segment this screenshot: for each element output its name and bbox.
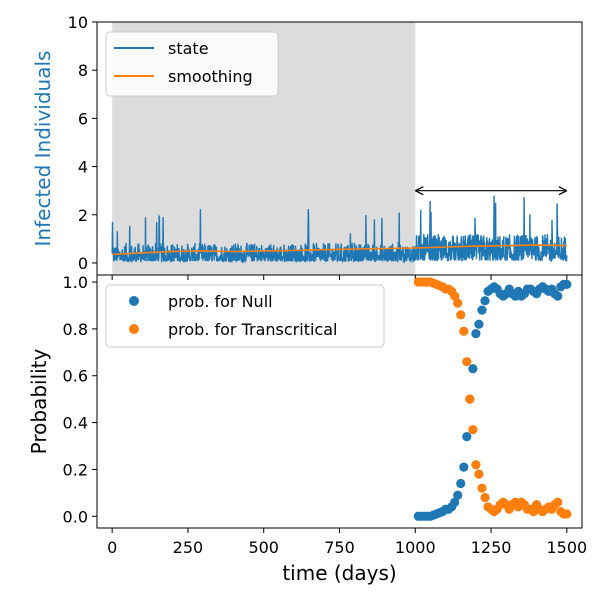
null-prob-point [471,328,481,339]
top-y-tick-label: 10 [68,13,88,32]
transcritical-prob-point [465,394,475,404]
transcritical-prob-point [474,469,484,479]
bottom-x-tick-label: 1500 [546,538,587,557]
bottom-y-tick-label: 0.2 [63,460,88,479]
transcritical-prob-point [562,509,572,519]
null-prob-point [459,462,469,472]
top-legend-label: smoothing [168,67,253,86]
bottom-y-tick-label: 0.4 [63,414,88,433]
null-prob-point [450,497,460,507]
transcritical-prob-point [462,357,472,367]
null-prob-point [456,478,466,489]
top-y-tick-label: 2 [78,206,88,225]
transcritical-prob-point [450,291,460,301]
bottom-legend-label: prob. for Null [168,292,273,311]
bottom-x-tick-label: 1250 [471,538,512,557]
bottom-x-tick-label: 500 [248,538,279,557]
top-y-tick-label: 6 [78,109,88,128]
transcritical-prob-point [453,298,463,308]
transcritical-prob-point [477,483,487,493]
state-line [111,195,568,265]
transcritical-prob-point [468,425,478,435]
null-prob-point [477,305,487,315]
bottom-y-axis-label: Probability [27,348,51,454]
bottom-y-tick-label: 0.8 [63,320,88,339]
bottom-x-tick-label: 1000 [395,538,436,557]
bottom-x-tick-label: 750 [324,538,355,557]
x-axis-label: time (days) [282,561,396,585]
bottom-legend: prob. for Null prob. for Transcritical [105,284,385,348]
arrow-head-left [415,186,424,196]
bottom-legend-marker [129,324,139,334]
transcritical-prob-point [456,310,466,320]
top-y-tick-label: 4 [78,158,88,177]
null-prob-point [468,364,478,374]
transcritical-prob-point [471,460,481,470]
bottom-y-tick-label: 0.6 [63,367,88,386]
bottom-x-tick-label: 0 [107,538,117,557]
null-prob-point [562,279,572,289]
smoothing-line [112,244,567,256]
null-prob-point [480,296,490,306]
top-y-tick-label: 0 [78,254,88,273]
top-panel: 0 2 4 6 8 10 Infected Individuals state smoothin… [31,13,583,280]
bottom-x-tick-label: 250 [173,538,204,557]
bottom-legend-marker [129,296,139,306]
bottom-y-tick-label: 1.0 [63,273,88,292]
null-prob-point [553,291,563,301]
top-legend: state smoothing [105,31,279,97]
top-y-axis-label: Infected Individuals [31,51,55,247]
arrow-head-right [558,186,568,196]
bottom-y-tick-label: 0.0 [63,507,88,526]
bottom-panel: 0.0 0.2 0.4 0.6 0.8 1.0 0 250 500 750 1000 1250 1500… [27,273,587,585]
bottom-legend-label: prob. for Transcritical [168,320,337,339]
transcritical-prob-point [480,492,490,503]
null-prob-point [453,490,463,500]
top-legend-label: state [168,39,209,58]
transcritical-prob-point [553,497,563,507]
transcritical-prob-point [459,326,469,336]
null-prob-point [462,432,472,442]
top-y-tick-label: 8 [78,61,88,80]
bottom-legend-box [105,284,385,348]
null-prob-point [474,319,484,329]
